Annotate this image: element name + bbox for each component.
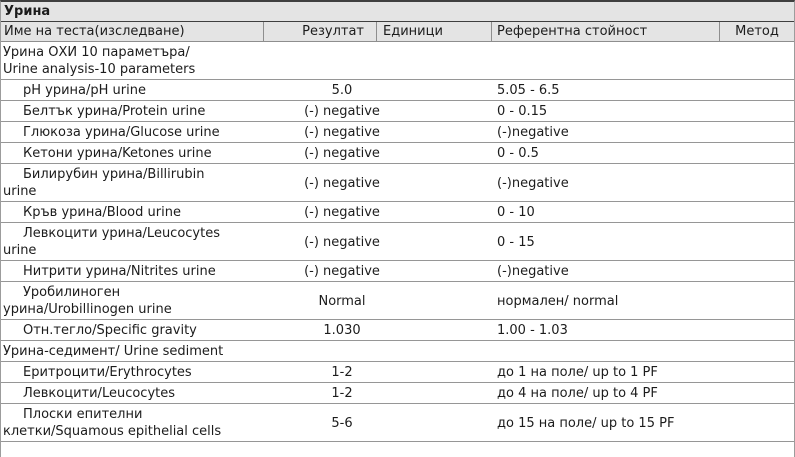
reference-cell: 5.05 - 6.5 <box>497 83 560 98</box>
table-row: Плоски епителни клетки/Squamous epitheli… <box>1 404 794 442</box>
test-name-cell: Еритроцити/Erythrocytes <box>23 365 192 380</box>
reference-cell: нормален/ normal <box>497 293 619 309</box>
reference-cell: (-)negative <box>497 175 569 191</box>
result-cell: (-) negative <box>304 146 380 161</box>
reference-cell: до 15 на поле/ up to 15 PF <box>497 415 675 431</box>
column-header-units: Единици <box>376 22 491 41</box>
test-name-cell: Кетони урина/Ketones urine <box>23 146 212 161</box>
result-cell: (-) negative <box>304 205 380 220</box>
result-cell: (-) negative <box>304 125 380 140</box>
panel-name-cell: Урина-седимент/ Urine sediment <box>3 344 224 359</box>
test-name-cell: Кръв урина/Blood urine <box>23 205 181 220</box>
reference-cell: 0 - 0.5 <box>497 146 539 161</box>
result-cell: 1-2 <box>331 365 353 380</box>
table-row: Левкоцити урина/Leucocytes urine (-) neg… <box>1 223 794 261</box>
reference-cell: (-)negative <box>497 264 569 279</box>
result-cell: 5.0 <box>331 83 353 98</box>
table-row: Кръв урина/Blood urine (-) negative 0 - … <box>1 202 794 223</box>
test-name-cell: Левкоцити урина/Leucocytes urine <box>3 226 220 258</box>
panel-name-cell: Урина ОХИ 10 параметъра/ Urine analysis-… <box>3 45 196 77</box>
table-row: Отн.тегло/Specific gravity 1.030 1.00 - … <box>1 320 794 341</box>
test-name-cell: Белтък урина/Protein urine <box>23 104 206 119</box>
result-cell: 1.030 <box>323 323 361 338</box>
result-cell: 1-2 <box>331 386 353 401</box>
result-cell: 5-6 <box>331 415 353 431</box>
test-name-cell: Уробилиноген урина/Urobillinogen urine <box>3 285 172 317</box>
test-name-cell: Глюкоза урина/Glucose urine <box>23 125 220 140</box>
column-header-method: Метод <box>719 22 794 41</box>
reference-cell: 0 - 0.15 <box>497 104 548 119</box>
table-header-row: Име на теста(изследване) Резултат Единиц… <box>1 22 794 42</box>
column-header-result: Резултат <box>263 22 376 41</box>
column-header-reference: Референтна стойност <box>491 22 719 41</box>
table-row: Белтък урина/Protein urine (-) negative … <box>1 101 794 122</box>
test-name-cell: Билирубин урина/Billirubin urine <box>3 167 205 199</box>
table-row: Еритроцити/Erythrocytes 1-2 до 1 на поле… <box>1 362 794 383</box>
result-cell: (-) negative <box>304 175 380 191</box>
test-name-cell: Левкоцити/Leucocytes <box>23 386 176 401</box>
table-row-panel-header: Урина ОХИ 10 параметъра/ Urine analysis-… <box>1 42 794 80</box>
table-row: Глюкоза урина/Glucose urine (-) negative… <box>1 122 794 143</box>
result-cell: (-) negative <box>304 234 380 250</box>
result-cell: (-) negative <box>304 104 380 119</box>
section-title: Урина <box>1 2 794 22</box>
reference-cell: до 4 на поле/ up to 4 PF <box>497 386 658 401</box>
column-header-test-name: Име на теста(изследване) <box>4 24 185 39</box>
result-cell: (-) negative <box>304 264 380 279</box>
test-name-cell: pH урина/pH urine <box>23 83 146 98</box>
reference-cell: 1.00 - 1.03 <box>497 323 568 338</box>
reference-cell: до 1 на поле/ up to 1 PF <box>497 365 658 380</box>
test-name-cell: Плоски епителни клетки/Squamous epitheli… <box>3 407 222 439</box>
test-name-cell: Отн.тегло/Specific gravity <box>23 323 197 338</box>
reference-cell: (-)negative <box>497 125 569 140</box>
reference-cell: 0 - 10 <box>497 205 535 220</box>
table-row: Кетони урина/Ketones urine (-) negative … <box>1 143 794 164</box>
result-cell: Normal <box>318 293 366 309</box>
reference-cell: 0 - 15 <box>497 234 535 250</box>
table-row-panel-header: Урина-седимент/ Urine sediment <box>1 341 794 362</box>
table-row: Нитрити урина/Nitrites urine (-) negativ… <box>1 261 794 282</box>
test-name-cell: Нитрити урина/Nitrites urine <box>23 264 216 279</box>
table-row: Билирубин урина/Billirubin urine (-) neg… <box>1 164 794 202</box>
table-row: Уробилиноген урина/Urobillinogen urine N… <box>1 282 794 320</box>
table-row: pH урина/pH urine 5.0 5.05 - 6.5 <box>1 80 794 101</box>
table-row: Левкоцити/Leucocytes 1-2 до 4 на поле/ u… <box>1 383 794 404</box>
